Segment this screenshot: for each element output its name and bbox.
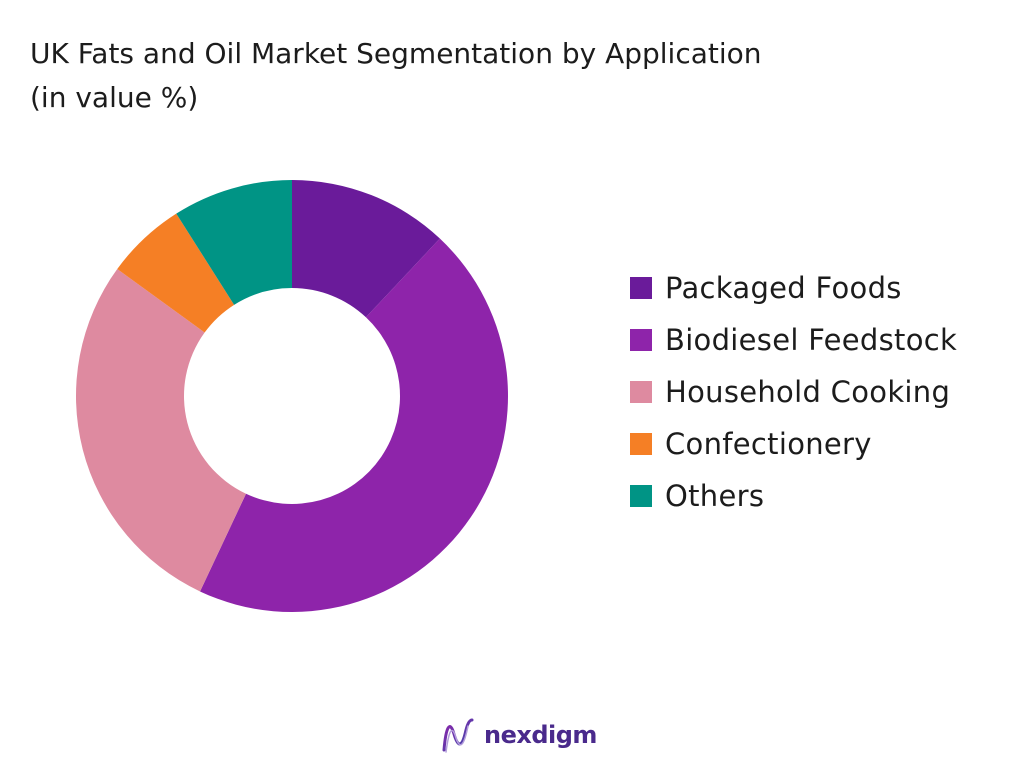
legend-swatch — [630, 277, 652, 299]
legend-label: Confectionery — [665, 427, 872, 461]
legend-label: Others — [665, 479, 764, 513]
legend-swatch — [630, 329, 652, 351]
brand-logo: nexdigm — [440, 716, 597, 754]
legend-item-confectionery: Confectionery — [630, 418, 957, 470]
legend-item-others: Others — [630, 470, 957, 522]
legend-label: Household Cooking — [665, 375, 950, 409]
legend-item-household-cooking: Household Cooking — [630, 366, 957, 418]
legend-item-packaged-foods: Packaged Foods — [630, 262, 957, 314]
brand-name: nexdigm — [484, 721, 597, 749]
nexdigm-logo-icon — [440, 716, 476, 754]
chart-legend: Packaged Foods Biodiesel Feedstock House… — [630, 262, 957, 522]
legend-label: Biodiesel Feedstock — [665, 323, 957, 357]
legend-swatch — [630, 381, 652, 403]
legend-item-biodiesel-feedstock: Biodiesel Feedstock — [630, 314, 957, 366]
donut-slice-household-cooking — [76, 269, 246, 591]
legend-swatch — [630, 485, 652, 507]
legend-swatch — [630, 433, 652, 455]
legend-label: Packaged Foods — [665, 271, 902, 305]
